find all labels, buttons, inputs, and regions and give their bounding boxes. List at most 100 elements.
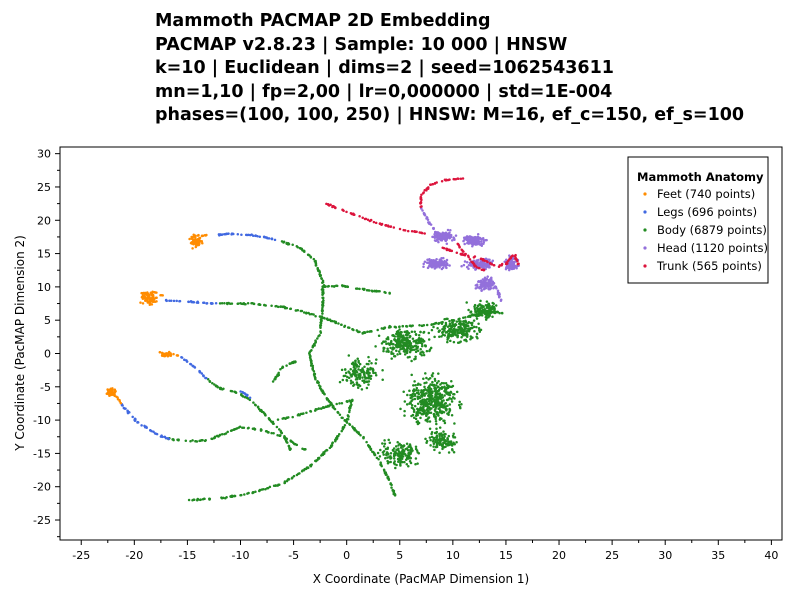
data-point bbox=[368, 368, 372, 371]
data-point bbox=[285, 364, 288, 367]
data-point bbox=[477, 258, 480, 262]
data-point bbox=[383, 439, 386, 442]
data-point bbox=[109, 390, 112, 393]
data-point bbox=[441, 328, 444, 331]
data-point bbox=[407, 340, 411, 344]
data-point bbox=[440, 335, 443, 338]
data-point bbox=[319, 321, 323, 325]
data-point bbox=[491, 315, 494, 318]
data-point bbox=[491, 280, 495, 283]
x-tick-label: 20 bbox=[552, 549, 566, 562]
data-point bbox=[326, 404, 330, 408]
data-point bbox=[301, 447, 304, 451]
data-point bbox=[308, 312, 312, 316]
data-point bbox=[352, 362, 356, 366]
data-point bbox=[432, 437, 436, 440]
data-point bbox=[445, 178, 448, 181]
x-tick-label: 5 bbox=[396, 549, 403, 562]
data-point bbox=[407, 464, 410, 468]
data-point bbox=[223, 302, 226, 305]
data-point bbox=[319, 318, 323, 322]
data-point bbox=[429, 183, 432, 186]
data-point bbox=[208, 380, 211, 383]
data-point bbox=[414, 341, 418, 345]
data-point bbox=[414, 350, 418, 354]
data-point bbox=[332, 407, 336, 410]
data-point bbox=[371, 368, 375, 372]
data-point bbox=[429, 263, 432, 266]
data-point bbox=[401, 460, 404, 464]
data-point bbox=[485, 300, 489, 303]
data-point bbox=[276, 434, 279, 437]
data-point bbox=[397, 444, 400, 447]
data-point bbox=[458, 400, 461, 404]
data-point bbox=[424, 372, 427, 375]
series-points bbox=[325, 177, 520, 272]
data-point bbox=[443, 421, 447, 425]
data-point bbox=[430, 401, 433, 404]
data-point bbox=[498, 311, 501, 315]
data-point bbox=[510, 267, 513, 271]
data-point bbox=[453, 238, 456, 242]
data-point bbox=[491, 306, 494, 310]
data-point bbox=[449, 339, 452, 343]
data-point bbox=[413, 380, 416, 383]
data-point bbox=[477, 280, 480, 283]
data-point bbox=[440, 322, 444, 325]
data-point bbox=[433, 267, 437, 270]
data-point bbox=[497, 265, 501, 269]
data-point bbox=[409, 446, 413, 450]
data-point bbox=[419, 383, 422, 387]
data-point bbox=[193, 238, 197, 242]
data-point bbox=[429, 392, 433, 396]
data-point bbox=[507, 268, 511, 272]
data-point bbox=[314, 339, 317, 342]
data-point bbox=[507, 259, 510, 262]
data-point bbox=[410, 373, 413, 377]
data-point bbox=[477, 241, 480, 244]
data-point bbox=[405, 403, 409, 406]
data-point bbox=[450, 325, 454, 329]
data-point bbox=[438, 263, 442, 266]
data-point bbox=[440, 267, 444, 271]
y-tick-label: -15 bbox=[33, 447, 51, 460]
data-point bbox=[403, 338, 407, 342]
data-point bbox=[464, 316, 467, 319]
data-point bbox=[232, 428, 236, 431]
data-point bbox=[419, 197, 422, 201]
data-point bbox=[455, 320, 459, 323]
data-point bbox=[386, 347, 389, 350]
data-point bbox=[416, 422, 420, 426]
data-point bbox=[403, 400, 407, 403]
data-point bbox=[435, 265, 438, 268]
data-point bbox=[452, 333, 456, 336]
data-point bbox=[341, 416, 344, 420]
data-point bbox=[168, 299, 171, 302]
data-point bbox=[353, 383, 356, 386]
data-point bbox=[363, 374, 366, 377]
data-point bbox=[349, 379, 353, 383]
data-point bbox=[413, 397, 417, 401]
data-point bbox=[320, 309, 324, 312]
data-point bbox=[423, 381, 426, 385]
data-point bbox=[346, 400, 349, 403]
data-point bbox=[107, 391, 111, 395]
data-point bbox=[467, 267, 470, 271]
y-tick-label: 5 bbox=[44, 314, 51, 327]
data-point bbox=[140, 295, 144, 299]
data-point bbox=[442, 445, 446, 449]
data-point bbox=[416, 402, 420, 406]
legend-marker bbox=[643, 192, 647, 196]
data-point bbox=[428, 376, 432, 380]
data-point bbox=[318, 333, 321, 337]
data-point bbox=[446, 444, 449, 447]
data-point bbox=[427, 416, 431, 419]
data-point bbox=[420, 344, 424, 348]
data-point bbox=[453, 331, 456, 334]
data-point bbox=[463, 328, 466, 331]
data-point bbox=[419, 399, 423, 403]
data-point bbox=[479, 299, 482, 303]
data-point bbox=[273, 377, 277, 380]
data-point bbox=[365, 362, 369, 366]
